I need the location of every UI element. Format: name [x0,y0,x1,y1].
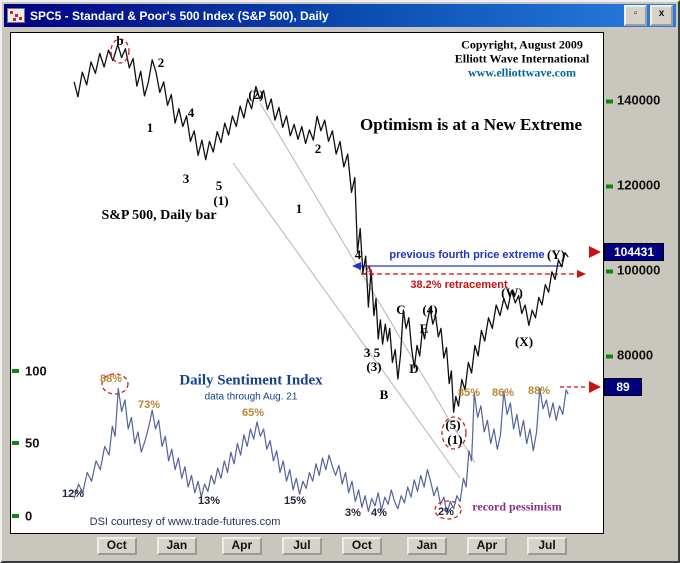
circle-wave-b [110,38,130,64]
price-axis-label: 80000 [606,348,653,363]
app-icon [7,8,25,23]
x-axis-month-label-jan: Jan [406,537,447,555]
previous-fourth-extreme-line-arrow [352,262,361,270]
price-y-axis: 104431 89 140000 120000 100000 80000 [604,32,678,532]
close-button[interactable]: x [650,5,673,26]
circle-88-percent [101,373,129,395]
x-axis-month-label-jul: Jul [281,537,322,555]
sentiment-axis-tick-mark [12,369,19,373]
sp500-price-line [73,43,569,413]
sentiment-axis-label: 100 [25,363,47,379]
time-x-axis: Oct Jan Apr Jul Oct Jan Apr Jul [10,535,602,561]
price-axis-label: 120000 [606,178,660,193]
minimize-button[interactable]: ▫ [624,5,647,26]
price-axis-label: 140000 [606,93,660,108]
price-sentiment-chart [73,38,601,520]
trend-channel-line [232,162,461,479]
x-axis-month-label-oct: Oct [341,537,382,555]
sentiment-axis-label: 50 [25,435,40,451]
sentiment-axis-label: 0 [25,508,33,524]
last-price-readout: 104431 [604,243,664,261]
sentiment-axis-tick-mark [12,441,19,445]
retracement-38-2-line-arrow [577,270,586,278]
sentiment-axis-tick-mark [12,514,19,518]
x-axis-month-label-oct: Oct [96,537,137,555]
x-axis-month-label-apr: Apr [221,537,262,555]
sentiment-89-arrow [589,381,601,393]
sentiment-readout: 89 [604,378,642,396]
window-title: SPC5 - Standard & Poor's 500 Index (S&P … [30,8,329,23]
sentiment-y-axis: 100 50 0 [11,33,55,531]
circle-2-percent [434,500,462,520]
daily-sentiment-index-line [73,387,569,514]
title-bar[interactable]: SPC5 - Standard & Poor's 500 Index (S&P … [4,4,676,27]
price-axis-label: 100000 [606,263,660,278]
price-extreme-arrow [589,246,601,258]
circle-wave-5-1 [441,416,467,450]
chart-plot-area: Copyright, August 2009 Elliott Wave Inter… [10,32,604,534]
x-axis-month-label-jan: Jan [156,537,197,555]
x-axis-month-label-apr: Apr [466,537,507,555]
x-axis-month-label-jul: Jul [527,537,568,555]
